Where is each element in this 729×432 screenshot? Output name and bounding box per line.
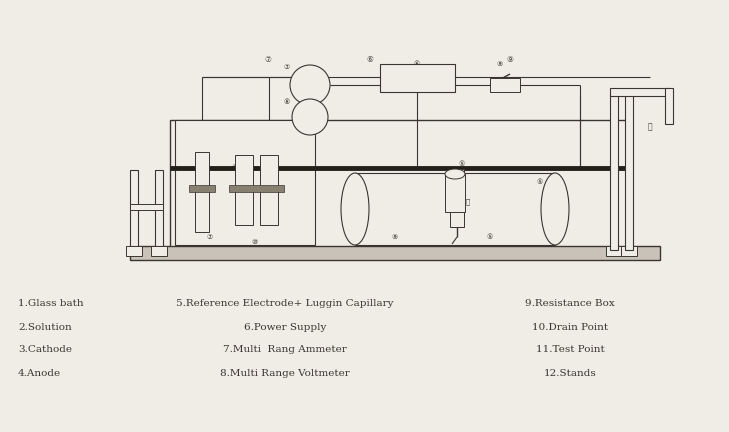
- Bar: [189, 185, 215, 192]
- Text: ⑦: ⑦: [265, 55, 271, 64]
- Text: ⑤: ⑤: [459, 161, 465, 167]
- Text: ④: ④: [267, 209, 273, 215]
- Text: 8.Multi Range Voltmeter: 8.Multi Range Voltmeter: [220, 368, 350, 378]
- Text: ⑨: ⑨: [392, 234, 398, 240]
- Bar: [130, 246, 660, 260]
- Bar: [665, 88, 673, 124]
- Text: 4.Anode: 4.Anode: [18, 368, 61, 378]
- Text: 5.Reference Electrode+ Luggin Capillary: 5.Reference Electrode+ Luggin Capillary: [176, 299, 394, 308]
- Bar: [126, 246, 142, 256]
- Bar: [155, 170, 163, 246]
- Text: 1.Glass bath: 1.Glass bath: [18, 299, 84, 308]
- Circle shape: [292, 99, 328, 135]
- Text: ①: ①: [179, 147, 185, 156]
- Text: 10.Drain Point: 10.Drain Point: [532, 323, 608, 331]
- Bar: [175, 120, 315, 245]
- Bar: [450, 169, 464, 227]
- Bar: [625, 95, 633, 250]
- Text: 11.Test Point: 11.Test Point: [536, 346, 604, 355]
- Text: ⑤: ⑤: [487, 234, 493, 240]
- Text: ⑦: ⑦: [284, 64, 290, 70]
- Ellipse shape: [541, 173, 569, 245]
- Text: ⑤: ⑤: [537, 179, 543, 185]
- Text: 9.Resistance Box: 9.Resistance Box: [525, 299, 615, 308]
- Text: ⑨: ⑨: [507, 55, 513, 64]
- Text: ⑦: ⑦: [207, 234, 213, 240]
- Bar: [170, 120, 630, 250]
- Text: ⑥: ⑥: [367, 55, 373, 64]
- Bar: [445, 174, 465, 212]
- Text: ⑥: ⑥: [414, 61, 420, 67]
- Text: ⑨: ⑨: [497, 61, 503, 67]
- Text: ⑫: ⑫: [647, 123, 652, 131]
- Bar: [380, 64, 455, 92]
- Text: A: A: [307, 80, 313, 90]
- Bar: [229, 185, 284, 192]
- Text: 12.Stands: 12.Stands: [544, 368, 596, 378]
- Text: 7.Multi  Rang Ammeter: 7.Multi Rang Ammeter: [223, 346, 347, 355]
- Bar: [195, 152, 209, 232]
- Text: ③: ③: [202, 204, 208, 210]
- Text: ⑧: ⑧: [284, 99, 290, 105]
- Bar: [130, 204, 163, 210]
- Bar: [490, 78, 520, 92]
- Circle shape: [290, 65, 330, 105]
- Bar: [130, 170, 138, 246]
- Bar: [610, 95, 618, 250]
- Text: 6: 6: [415, 75, 419, 81]
- Bar: [235, 155, 253, 225]
- Bar: [151, 246, 167, 256]
- Bar: [610, 88, 670, 96]
- Text: ⑩: ⑩: [252, 239, 258, 245]
- Text: 2.Solution: 2.Solution: [18, 323, 71, 331]
- Bar: [606, 246, 622, 256]
- Text: ②: ②: [232, 164, 238, 170]
- Text: 3.Cathode: 3.Cathode: [18, 346, 72, 355]
- Ellipse shape: [445, 169, 465, 179]
- Bar: [260, 155, 278, 225]
- Text: V: V: [307, 112, 313, 122]
- Text: ⑪: ⑪: [466, 199, 470, 205]
- Bar: [621, 246, 637, 256]
- Text: 6.Power Supply: 6.Power Supply: [243, 323, 326, 331]
- Ellipse shape: [341, 173, 369, 245]
- Bar: [355, 173, 555, 245]
